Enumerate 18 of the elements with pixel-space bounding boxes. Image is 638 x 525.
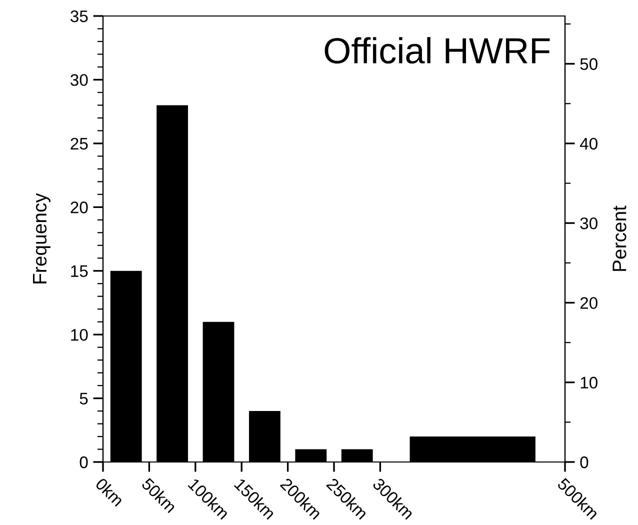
y-axis-title: Frequency — [33, 193, 50, 284]
y-tick-label: 35 — [70, 10, 88, 22]
y2-tick-label: 50 — [580, 58, 598, 70]
y-tick-label: 20 — [70, 202, 88, 214]
y-tick-label: 25 — [70, 138, 88, 150]
y-tick-label: 0 — [80, 456, 88, 468]
y2-axis-title: Percent — [612, 206, 626, 271]
y2-tick-label: 40 — [580, 138, 598, 150]
y-tick-label: 10 — [71, 328, 88, 341]
y2-tick-label: 20 — [580, 297, 598, 309]
chart-title: Official HWRF — [324, 37, 550, 64]
x-tick-label: 0km — [94, 477, 124, 507]
y-tick-label: 15 — [71, 265, 88, 278]
y-tick-label: 5 — [80, 392, 88, 404]
y2-tick-label: 30 — [580, 217, 598, 230]
y-tick-label: 30 — [70, 74, 88, 86]
y2-tick-label: 10 — [580, 376, 598, 389]
y2-tick-label: 0 — [580, 456, 588, 468]
